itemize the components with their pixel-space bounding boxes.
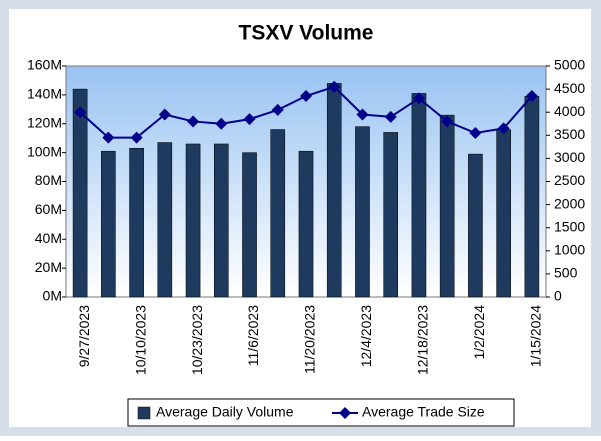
y-tick-label: 80M bbox=[35, 172, 62, 188]
marker bbox=[356, 108, 369, 121]
bar bbox=[242, 152, 257, 298]
marker bbox=[243, 113, 256, 126]
y-tick-label: 100M bbox=[27, 143, 62, 159]
x-tick-label: 11/20/2023 bbox=[302, 305, 318, 374]
bar bbox=[157, 142, 173, 298]
bar bbox=[185, 143, 201, 298]
y2-tick-label: 5000 bbox=[554, 57, 585, 73]
marker bbox=[74, 106, 87, 119]
legend-label: Average Trade Size bbox=[362, 404, 485, 420]
y-tick-label: 140M bbox=[27, 86, 62, 102]
legend-marker bbox=[339, 407, 351, 419]
marker bbox=[187, 115, 200, 128]
x-tick-label: 1/15/2024 bbox=[528, 305, 544, 367]
x-tick-label: 12/18/2023 bbox=[415, 305, 431, 375]
y2-tick-label: 1500 bbox=[554, 218, 585, 234]
y2-tick-label: 0 bbox=[554, 288, 562, 304]
marker bbox=[130, 131, 143, 144]
x-tick-label: 10/23/2023 bbox=[189, 305, 205, 375]
y-tick-label: 120M bbox=[27, 114, 62, 130]
y2-tick-label: 4500 bbox=[554, 80, 585, 96]
marker bbox=[497, 122, 510, 135]
marker bbox=[215, 117, 228, 130]
y-tick-label: 40M bbox=[35, 230, 62, 246]
y-tick-label: 160M bbox=[27, 57, 62, 73]
y2-tick-label: 2000 bbox=[554, 195, 585, 211]
marker bbox=[102, 131, 115, 144]
legend-label: Average Daily Volume bbox=[156, 404, 294, 420]
bar bbox=[72, 88, 88, 298]
x-tick-label: 1/2/2024 bbox=[471, 305, 487, 360]
y2-tick-label: 500 bbox=[554, 265, 578, 281]
bar bbox=[411, 93, 427, 298]
y-tick-label: 60M bbox=[35, 201, 62, 217]
bar bbox=[213, 143, 229, 298]
bar bbox=[129, 148, 144, 298]
bar bbox=[355, 126, 370, 298]
x-tick-label: 11/6/2023 bbox=[245, 305, 261, 366]
marker bbox=[158, 108, 171, 121]
marker bbox=[412, 92, 425, 105]
x-tick-label: 9/27/2023 bbox=[76, 305, 92, 367]
marker bbox=[525, 90, 538, 103]
marker bbox=[384, 110, 397, 123]
bar bbox=[298, 150, 314, 298]
marker bbox=[441, 115, 454, 128]
y2-tick-label: 3000 bbox=[554, 149, 585, 165]
y2-tick-label: 4000 bbox=[554, 103, 585, 119]
bar bbox=[383, 132, 399, 298]
y-tick-label: 20M bbox=[35, 259, 62, 275]
y-tick-label: 0M bbox=[43, 288, 62, 304]
marker bbox=[271, 103, 284, 116]
marker bbox=[469, 126, 482, 139]
bar bbox=[496, 129, 511, 298]
marker bbox=[328, 80, 341, 93]
y2-tick-label: 3500 bbox=[554, 126, 585, 142]
marker bbox=[300, 90, 312, 103]
x-tick-label: 12/4/2023 bbox=[358, 305, 374, 367]
x-tick-label: 10/10/2023 bbox=[132, 305, 148, 375]
legend bbox=[127, 398, 515, 427]
bar bbox=[524, 96, 540, 298]
bar bbox=[326, 83, 342, 298]
legend-swatch bbox=[137, 406, 151, 420]
bar bbox=[270, 129, 286, 298]
chart-title: TSXV Volume bbox=[239, 22, 374, 45]
bar bbox=[468, 153, 483, 298]
y2-tick-label: 1000 bbox=[554, 242, 585, 258]
bar bbox=[439, 114, 455, 298]
y2-tick-label: 2500 bbox=[554, 172, 585, 188]
bar bbox=[101, 150, 116, 298]
